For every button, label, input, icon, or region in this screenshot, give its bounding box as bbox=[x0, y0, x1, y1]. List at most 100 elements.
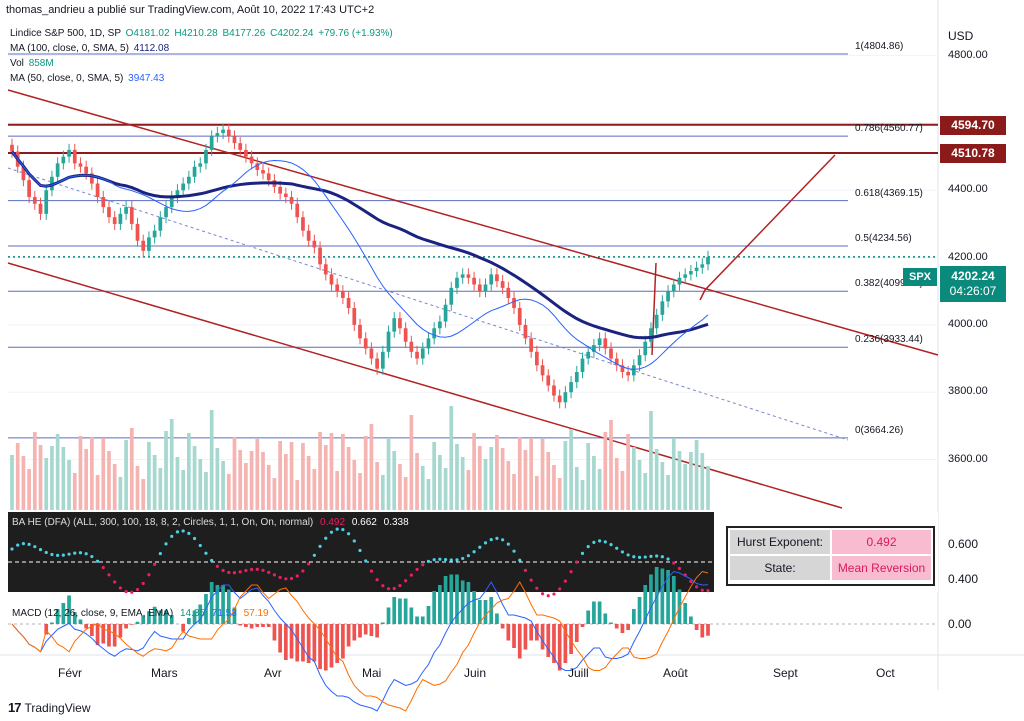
volume-bar bbox=[438, 455, 442, 510]
hurst-dot bbox=[620, 550, 625, 554]
macd-panel-label: MACD (12, 26, close, 9, EMA, EMA) 14.35 … bbox=[12, 608, 269, 619]
volume-bar bbox=[306, 456, 311, 510]
candle-body bbox=[221, 129, 225, 134]
candle-body bbox=[295, 203, 300, 218]
volume-bar bbox=[346, 447, 351, 510]
hurst-axis-high: 0.600 bbox=[948, 537, 979, 551]
candle-body bbox=[689, 271, 693, 275]
hurst-dot bbox=[426, 559, 431, 564]
hurst-state-val: Mean Reversion bbox=[832, 556, 931, 580]
volume-bar bbox=[118, 477, 123, 510]
candle-body bbox=[107, 207, 111, 218]
hurst-dot bbox=[335, 527, 339, 531]
hurst-dot bbox=[118, 586, 122, 590]
hurst-dot bbox=[466, 554, 470, 558]
macd-hist-bar bbox=[147, 611, 151, 624]
volume-bar bbox=[129, 428, 134, 510]
candle-body bbox=[523, 324, 528, 339]
volume-bar bbox=[392, 451, 397, 510]
hurst-dot bbox=[558, 587, 562, 591]
macd-hist-bar bbox=[266, 624, 271, 627]
candle-body bbox=[306, 230, 311, 241]
hurst-dot bbox=[341, 528, 345, 532]
hurst-dot bbox=[73, 551, 77, 555]
volume-bar bbox=[95, 475, 100, 510]
ma50-line bbox=[11, 151, 709, 370]
volume-bar bbox=[283, 454, 288, 510]
hurst-dot bbox=[95, 559, 100, 563]
hurst-dot bbox=[409, 573, 413, 577]
price-tick-4: 4000.00 bbox=[948, 317, 988, 330]
candle-body bbox=[27, 180, 31, 198]
candle-body bbox=[694, 267, 699, 272]
volume-bar bbox=[557, 478, 562, 510]
candle-body bbox=[466, 274, 471, 278]
candle-body bbox=[546, 375, 551, 386]
volume-bar bbox=[495, 435, 499, 510]
hurst-dot bbox=[637, 555, 642, 559]
hurst-dot bbox=[278, 575, 282, 579]
ma50-label: MA (50, close, 0, SMA, 5) bbox=[10, 73, 124, 84]
candle-body bbox=[369, 348, 374, 359]
price-tick-3: 4200.00 bbox=[948, 250, 988, 263]
candle-body bbox=[346, 297, 351, 309]
macd-hist-bar bbox=[500, 624, 505, 629]
volume-bar bbox=[312, 469, 317, 510]
candle-body bbox=[597, 338, 602, 346]
candle-body bbox=[666, 291, 670, 302]
volume-bar bbox=[255, 439, 260, 510]
macd-hist-bar bbox=[460, 580, 465, 624]
candle-body bbox=[335, 284, 340, 292]
candle-body bbox=[169, 197, 174, 208]
volume-bar bbox=[683, 464, 688, 510]
candle-body bbox=[506, 287, 511, 298]
candle-body bbox=[415, 351, 419, 359]
hurst-dot bbox=[318, 544, 322, 548]
candle-body bbox=[403, 328, 408, 342]
volume-bar bbox=[363, 436, 368, 510]
macd-hist-bar bbox=[666, 570, 670, 624]
macd-hist-bar bbox=[517, 624, 522, 659]
hurst-dot bbox=[210, 558, 214, 563]
candle-body bbox=[90, 173, 94, 184]
hurst-dot bbox=[643, 555, 647, 559]
macd-hist-bar bbox=[329, 624, 334, 668]
time-tick-1: Mars bbox=[151, 666, 178, 680]
macd-hist-bar bbox=[50, 622, 54, 624]
symbol-title: Lindice S&P 500, 1D, SP bbox=[10, 28, 121, 39]
macd-hist-bar bbox=[637, 597, 642, 624]
hurst-v1: 0.492 bbox=[320, 517, 346, 528]
hurst-dot bbox=[603, 540, 607, 544]
candle-body bbox=[175, 190, 180, 198]
time-tick-3: Mai bbox=[362, 666, 382, 680]
macd-hist-bar bbox=[443, 576, 448, 624]
macd-hist-bar bbox=[169, 615, 174, 624]
hurst-dot bbox=[598, 539, 602, 543]
candle-body bbox=[643, 341, 648, 356]
volume-bar bbox=[272, 478, 277, 510]
candle-body bbox=[631, 365, 636, 376]
macd-line bbox=[11, 570, 709, 712]
tradingview-logo[interactable]: 17 TradingView bbox=[8, 700, 91, 715]
candle-body bbox=[226, 129, 231, 137]
time-tick-0: Févr bbox=[58, 666, 82, 680]
hurst-dot bbox=[84, 552, 88, 556]
hurst-dot bbox=[358, 548, 362, 553]
macd-hist-bar bbox=[563, 624, 568, 663]
macd-hist-bar bbox=[72, 612, 77, 624]
volume-bar bbox=[278, 441, 282, 510]
hurst-dot bbox=[153, 562, 157, 566]
macd-hist-bar bbox=[61, 603, 66, 624]
resistance-badge-0: 4594.70 bbox=[940, 115, 1006, 135]
candle-body bbox=[209, 136, 214, 150]
volume-bar bbox=[181, 470, 186, 510]
hurst-dot bbox=[250, 567, 254, 572]
macd-hist-bar bbox=[129, 624, 134, 625]
candle-body bbox=[398, 318, 402, 329]
candle-body bbox=[266, 173, 271, 181]
volume-bar bbox=[124, 440, 128, 510]
macd-hist-bar bbox=[614, 624, 619, 629]
volume-bar bbox=[689, 452, 693, 510]
macd-hist-bar bbox=[403, 598, 408, 624]
hurst-state-key: State: bbox=[730, 556, 830, 580]
